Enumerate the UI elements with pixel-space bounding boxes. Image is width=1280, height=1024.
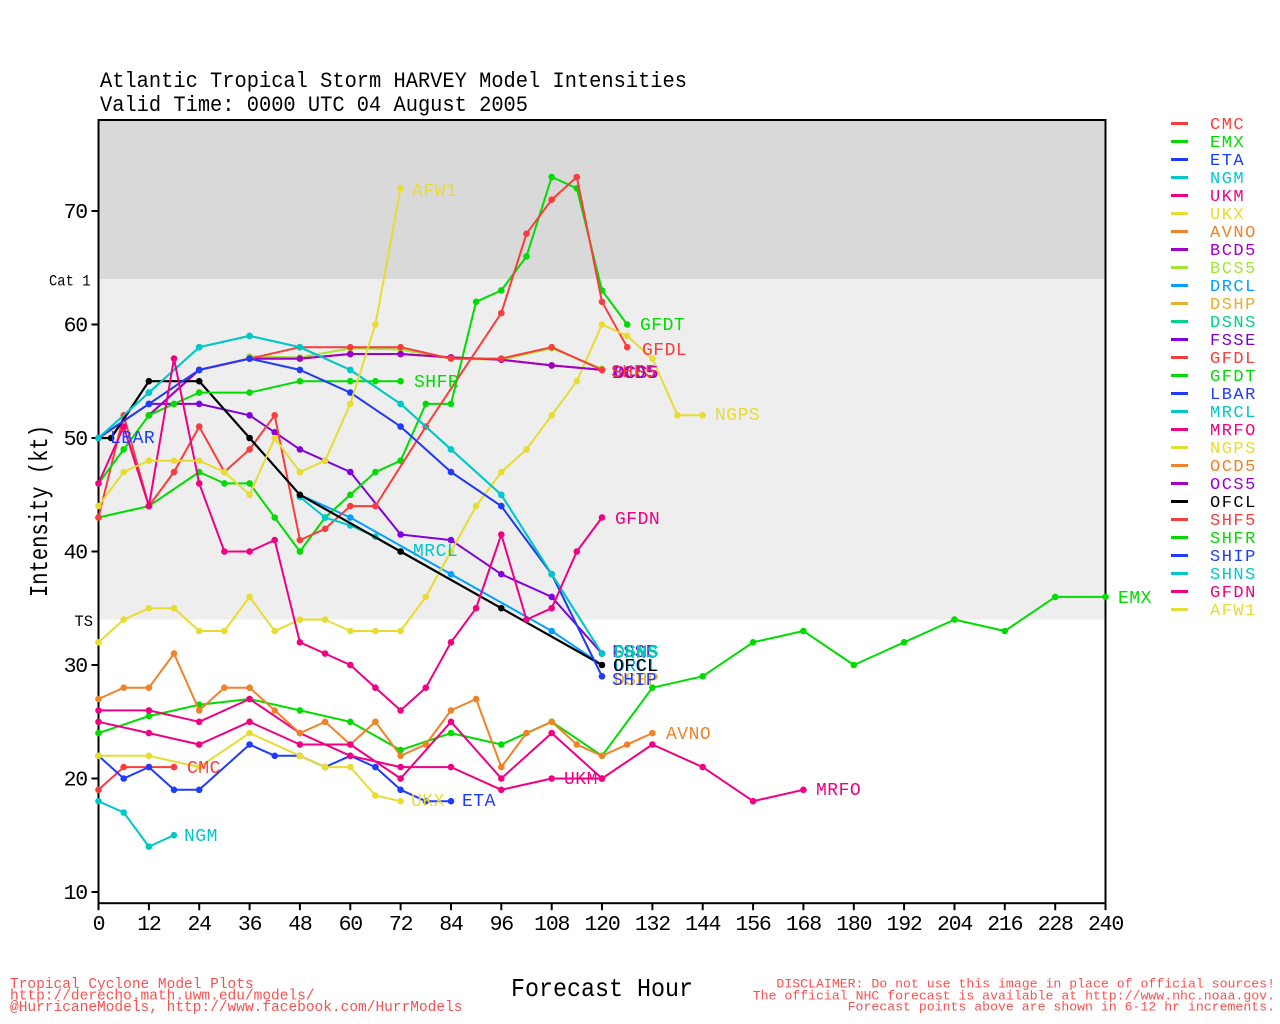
svg-text:156: 156 — [736, 913, 771, 937]
svg-text:The official NHC forecast is a: The official NHC forecast is available a… — [753, 988, 1275, 1003]
svg-text:SHF5: SHF5 — [611, 363, 656, 383]
svg-text:228: 228 — [1038, 913, 1073, 937]
svg-text:FSSE: FSSE — [612, 643, 657, 663]
svg-text:AFW1: AFW1 — [1210, 602, 1257, 621]
svg-text:48: 48 — [288, 913, 312, 937]
svg-text:NGPS: NGPS — [1210, 440, 1257, 459]
svg-text:BCS5: BCS5 — [1210, 260, 1257, 279]
svg-text:72: 72 — [389, 913, 413, 937]
svg-text:OCD5: OCD5 — [613, 364, 658, 384]
svg-text:216: 216 — [987, 913, 1022, 937]
svg-text:108: 108 — [534, 913, 569, 937]
svg-text:ETA: ETA — [1210, 152, 1245, 171]
svg-text:SHNS: SHNS — [1210, 566, 1257, 585]
svg-text:SHIP: SHIP — [1210, 548, 1257, 567]
svg-text:LBAR: LBAR — [110, 429, 155, 449]
svg-text:MRCL: MRCL — [1210, 404, 1257, 423]
svg-text:SHNS: SHNS — [613, 644, 658, 664]
svg-text:DSNS: DSNS — [614, 643, 659, 663]
svg-text:DSHP: DSHP — [614, 671, 659, 691]
svg-text:70: 70 — [64, 201, 88, 225]
svg-text:FSSE: FSSE — [1210, 332, 1257, 351]
svg-text:DRCL: DRCL — [614, 657, 659, 677]
svg-text:UKX: UKX — [1210, 206, 1245, 225]
svg-text:MRCL: MRCL — [413, 542, 458, 562]
svg-text:CMC: CMC — [187, 759, 221, 779]
svg-text:http://derecho.math.uwm.edu/mo: http://derecho.math.uwm.edu/models/ — [10, 989, 315, 1005]
svg-text:40: 40 — [64, 542, 88, 566]
svg-text:GFDT: GFDT — [1210, 368, 1257, 387]
svg-text:GFDL: GFDL — [1210, 350, 1257, 369]
svg-text:12: 12 — [137, 913, 161, 937]
svg-text:10: 10 — [64, 882, 88, 906]
svg-text:Forecast Hour: Forecast Hour — [511, 974, 693, 1004]
svg-text:CMC: CMC — [1210, 116, 1245, 135]
svg-text:50: 50 — [64, 428, 88, 452]
svg-text:24: 24 — [187, 913, 211, 937]
svg-text:Tropical Cyclone Model Plots: Tropical Cyclone Model Plots — [10, 977, 254, 993]
svg-text:OCS5: OCS5 — [614, 364, 659, 384]
svg-text:240: 240 — [1088, 913, 1123, 937]
svg-text:Valid Time: 0000 UTC 04 August: Valid Time: 0000 UTC 04 August 2005 — [100, 92, 528, 118]
svg-text:180: 180 — [836, 913, 871, 937]
svg-text:SHIP: SHIP — [612, 671, 657, 691]
svg-text:EMX: EMX — [1210, 134, 1245, 153]
svg-text:TS: TS — [75, 613, 94, 631]
svg-text:MRFO: MRFO — [816, 781, 861, 801]
svg-text:UKM: UKM — [1210, 188, 1245, 207]
svg-text:GFDL: GFDL — [642, 341, 687, 361]
svg-text:ETA: ETA — [462, 792, 496, 812]
svg-text:96: 96 — [490, 913, 514, 937]
svg-text:NGM: NGM — [1210, 170, 1245, 189]
svg-text:@HurricaneModels, http://www.f: @HurricaneModels, http://www.facebook.co… — [10, 1000, 462, 1016]
svg-text:204: 204 — [937, 913, 972, 937]
svg-text:BCD5: BCD5 — [1210, 242, 1257, 261]
svg-text:192: 192 — [887, 913, 922, 937]
svg-text:168: 168 — [786, 913, 821, 937]
svg-text:NGM: NGM — [184, 827, 218, 847]
svg-text:DISCLAIMER: Do not use this im: DISCLAIMER: Do not use this image in pla… — [776, 977, 1275, 992]
svg-text:60: 60 — [339, 913, 363, 937]
svg-text:OCS5: OCS5 — [1210, 476, 1257, 495]
svg-text:AVNO: AVNO — [1210, 224, 1257, 243]
svg-text:30: 30 — [64, 655, 88, 679]
svg-text:144: 144 — [685, 913, 720, 937]
svg-text:36: 36 — [238, 913, 262, 937]
svg-text:BCS5: BCS5 — [612, 364, 657, 384]
svg-text:Forecast points above are show: Forecast points above are shown in 6-12 … — [848, 1000, 1275, 1015]
svg-text:SHFR: SHFR — [414, 373, 459, 393]
svg-text:DSHP: DSHP — [1210, 296, 1257, 315]
svg-text:Cat 1: Cat 1 — [49, 272, 91, 290]
svg-text:132: 132 — [635, 913, 670, 937]
svg-text:GFDN: GFDN — [615, 510, 660, 530]
svg-text:OFCL: OFCL — [613, 657, 658, 677]
svg-text:UKM: UKM — [564, 770, 598, 790]
svg-text:DRCL: DRCL — [1210, 278, 1257, 297]
svg-text:OCD5: OCD5 — [1210, 458, 1257, 477]
svg-text:Intensity (kt): Intensity (kt) — [25, 425, 55, 597]
svg-text:GFDN: GFDN — [1210, 584, 1257, 603]
svg-text:20: 20 — [64, 769, 88, 793]
svg-text:120: 120 — [584, 913, 619, 937]
svg-text:Atlantic Tropical Storm HARVEY: Atlantic Tropical Storm HARVEY Model Int… — [100, 68, 687, 94]
svg-text:60: 60 — [64, 315, 88, 339]
svg-text:EMX: EMX — [1118, 589, 1152, 609]
svg-text:UKX: UKX — [411, 792, 445, 812]
svg-text:GFDT: GFDT — [640, 316, 685, 336]
svg-text:SHFR: SHFR — [1210, 530, 1257, 549]
svg-text:LBAR: LBAR — [1210, 386, 1257, 405]
svg-text:84: 84 — [439, 913, 463, 937]
svg-text:MRFO: MRFO — [1210, 422, 1257, 441]
svg-text:SHF5: SHF5 — [1210, 512, 1257, 531]
svg-text:NGPS: NGPS — [715, 406, 760, 426]
svg-text:BCD5: BCD5 — [612, 364, 657, 384]
svg-text:AFW1: AFW1 — [412, 182, 457, 202]
svg-text:DSNS: DSNS — [1210, 314, 1257, 333]
svg-text:0: 0 — [93, 913, 105, 937]
svg-text:OFCL: OFCL — [1210, 494, 1257, 513]
svg-text:AVNO: AVNO — [666, 725, 711, 745]
